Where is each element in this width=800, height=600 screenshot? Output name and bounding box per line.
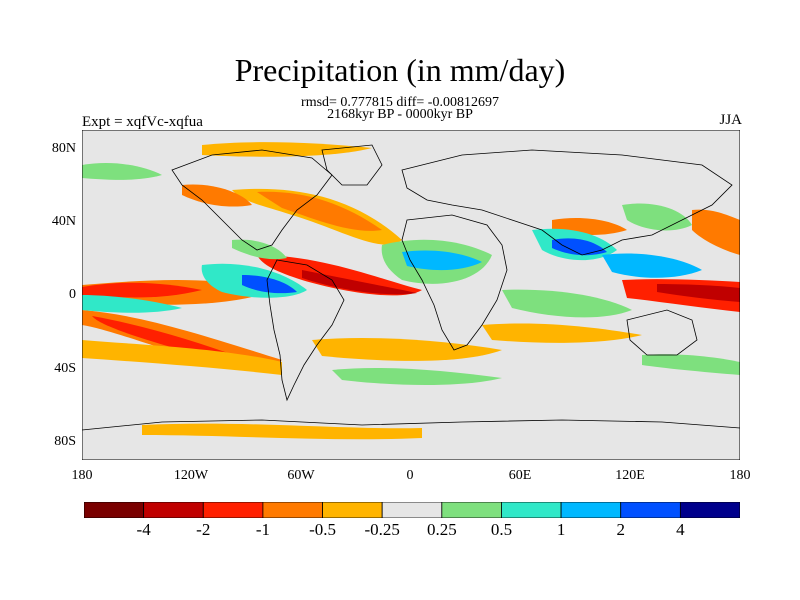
coastline-greenland bbox=[321, 144, 383, 186]
colorbar-label: -4 bbox=[136, 520, 151, 539]
colorbar-label: 0.5 bbox=[490, 520, 513, 539]
coastline-africa bbox=[401, 214, 508, 351]
colorbar-swatch bbox=[84, 502, 145, 518]
anomaly-north-atlantic-core bbox=[257, 191, 382, 231]
anomaly-indian-ocean bbox=[502, 289, 632, 318]
anomaly-southern-ocean bbox=[142, 423, 422, 440]
colorbar-swatch bbox=[620, 502, 681, 518]
lon-tick-180w: 180 bbox=[71, 468, 93, 483]
lat-tick-40n: 40N bbox=[51, 214, 76, 229]
anomaly-arctic bbox=[202, 142, 372, 157]
anomaly-india-core bbox=[552, 238, 607, 256]
chart-title: Precipitation (in mm/day) bbox=[234, 52, 566, 88]
colorbar-label: -0.5 bbox=[309, 520, 336, 539]
anomaly-maritime-continent bbox=[602, 253, 702, 278]
colorbar-swatch bbox=[262, 502, 323, 518]
lon-tick-60e: 60E bbox=[508, 468, 532, 483]
coastline-antarctica bbox=[82, 419, 740, 431]
lat-tick-80s: 80S bbox=[54, 434, 76, 449]
season-label: JJA bbox=[719, 112, 742, 128]
colorbar-swatch bbox=[202, 502, 264, 518]
precipitation-map bbox=[82, 130, 740, 460]
anomaly-south-pacific-core bbox=[92, 316, 242, 359]
anomaly-south-pacific-40s bbox=[82, 340, 282, 375]
colorbar-label: -2 bbox=[196, 520, 211, 539]
lon-tick-120w: 120W bbox=[173, 468, 209, 483]
coastlines bbox=[82, 144, 740, 431]
negative-anomalies bbox=[82, 142, 740, 440]
lat-tick-40s: 40S bbox=[54, 361, 76, 376]
anomaly-atlantic-itcz bbox=[257, 255, 422, 296]
colorbar-label: -1 bbox=[255, 520, 270, 539]
lon-tick-0: 0 bbox=[406, 468, 414, 483]
anomaly-north-pacific-east bbox=[692, 209, 740, 255]
lat-tick-0: 0 bbox=[69, 287, 76, 302]
colorbar-label: 2 bbox=[616, 520, 625, 539]
colorbar-swatch bbox=[381, 502, 443, 518]
coastline-eurasia bbox=[401, 149, 733, 256]
anomaly-equatorial-pacific-west bbox=[82, 282, 202, 298]
anomaly-south-atlantic bbox=[312, 338, 502, 361]
positive-anomalies bbox=[82, 163, 740, 385]
experiment-label: Expt = xqfVc-xqfua bbox=[82, 114, 203, 130]
anomaly-south-pacific-east bbox=[82, 295, 182, 313]
colorbar-label: 4 bbox=[676, 520, 685, 539]
coastline-australia bbox=[626, 309, 698, 356]
lat-tick-80n: 80N bbox=[51, 141, 76, 156]
anomaly-west-pacific-core bbox=[657, 284, 740, 302]
lon-tick-120e: 120E bbox=[615, 468, 645, 483]
anomaly-south-atlantic-mid bbox=[332, 367, 502, 385]
colorbar-swatch bbox=[143, 502, 204, 518]
lon-tick-60w: 60W bbox=[287, 468, 315, 483]
colorbar-swatch bbox=[501, 502, 562, 518]
anomaly-southern-indian bbox=[642, 354, 740, 375]
anomaly-equatorial-pacific-east-core bbox=[242, 275, 297, 294]
anomaly-north-pacific-west bbox=[82, 163, 162, 180]
stats-text: rmsd= 0.777815 diff= -0.00812697 bbox=[301, 95, 499, 110]
anomaly-atlantic-itcz-core bbox=[302, 270, 417, 295]
colorbar bbox=[84, 502, 740, 518]
colorbar-swatch bbox=[560, 502, 622, 518]
period-text: 2168kyr BP - 0000kyr BP bbox=[327, 107, 473, 122]
colorbar-swatch bbox=[441, 502, 502, 518]
anomaly-north-america bbox=[182, 184, 252, 207]
colorbar-swatch bbox=[322, 502, 383, 518]
anomaly-indian-ocean-south bbox=[482, 323, 642, 343]
colorbar-swatch bbox=[679, 502, 740, 518]
coastline-north-america bbox=[171, 149, 333, 251]
colorbar-label: 0.25 bbox=[426, 520, 457, 539]
colorbar-label: 1 bbox=[556, 520, 566, 539]
coastline-south-america bbox=[266, 259, 345, 402]
anomaly-sahel-core bbox=[402, 250, 482, 271]
lon-tick-180e: 180 bbox=[729, 468, 751, 483]
colorbar-label: -0.25 bbox=[364, 520, 400, 539]
